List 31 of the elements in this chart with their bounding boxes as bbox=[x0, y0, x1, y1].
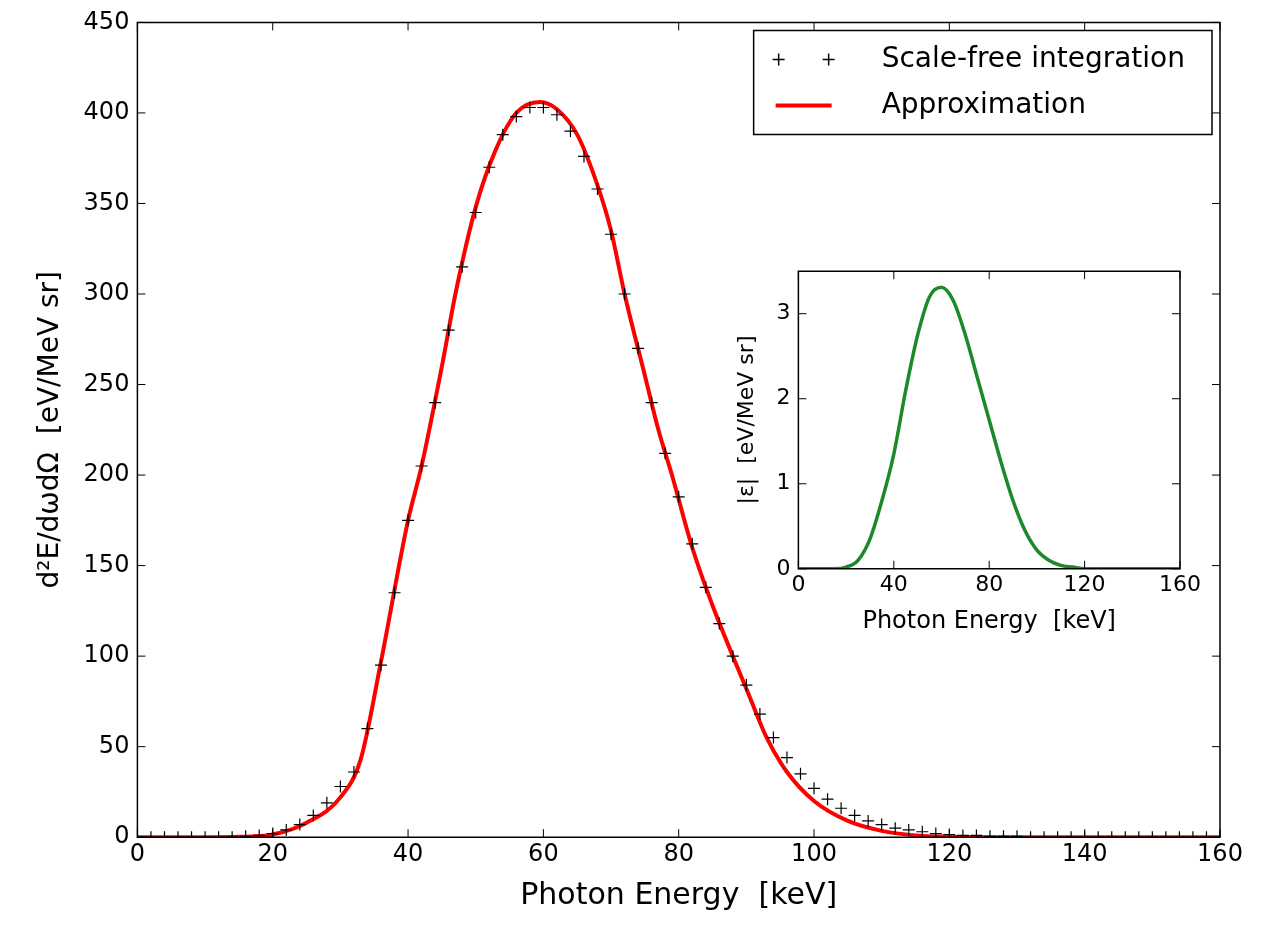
y-tick-label: 2 bbox=[776, 384, 791, 410]
x-tick-label: 20 bbox=[257, 838, 289, 867]
y-axis-title: d²E/dωdΩ [eV/MeV sr] bbox=[32, 271, 66, 589]
legend-label: Scale-free integration bbox=[881, 40, 1186, 74]
y-tick-label: 50 bbox=[98, 730, 130, 759]
x-axis-title: Photon Energy [keV] bbox=[862, 605, 1116, 634]
y-tick-label: 100 bbox=[83, 640, 130, 669]
x-tick-label: 80 bbox=[975, 570, 1004, 596]
y-tick-label: 0 bbox=[776, 554, 791, 580]
x-tick-label: 140 bbox=[1061, 838, 1108, 867]
x-tick-label: 120 bbox=[926, 838, 973, 867]
y-tick-label: 350 bbox=[83, 187, 130, 216]
y-tick-label: 1 bbox=[776, 469, 791, 495]
y-tick-label: 3 bbox=[776, 299, 791, 325]
x-tick-label: 40 bbox=[879, 570, 908, 596]
x-axis-title: Photon Energy [keV] bbox=[520, 875, 838, 911]
y-axis-title: |ε| [eV/MeV sr] bbox=[732, 335, 759, 505]
y-tick-label: 400 bbox=[83, 97, 130, 126]
x-tick-label: 160 bbox=[1159, 570, 1201, 596]
y-tick-label: 250 bbox=[83, 368, 130, 397]
y-tick-label: 200 bbox=[83, 459, 130, 488]
x-tick-label: 60 bbox=[528, 838, 559, 867]
line-series bbox=[798, 285, 1180, 569]
x-tick-label: 40 bbox=[392, 838, 424, 867]
x-tick-label: 160 bbox=[1197, 838, 1243, 867]
x-tick-label: 80 bbox=[663, 838, 694, 867]
y-tick-label: 300 bbox=[83, 278, 130, 307]
legend-label: Approximation bbox=[881, 86, 1086, 120]
x-tick-label: 120 bbox=[1063, 570, 1106, 596]
y-tick-label: 450 bbox=[83, 6, 130, 35]
y-tick-label: 150 bbox=[83, 549, 130, 578]
